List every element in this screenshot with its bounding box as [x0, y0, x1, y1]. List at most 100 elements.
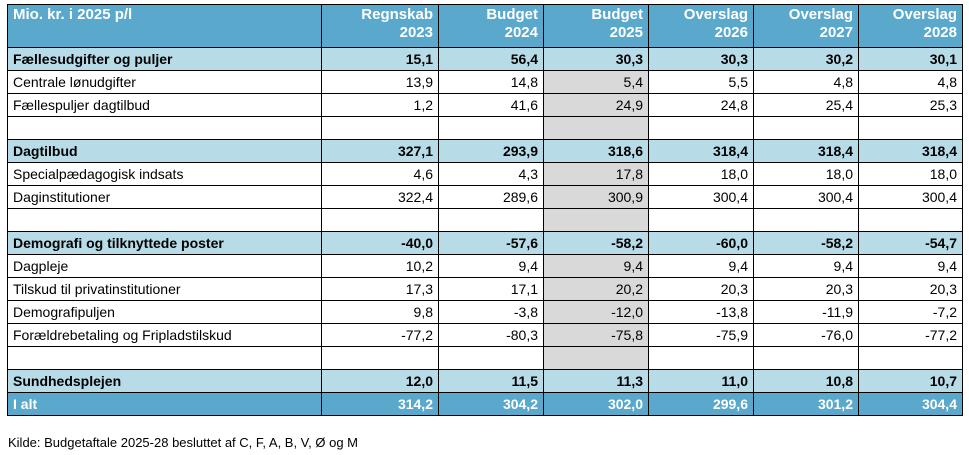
table-cell: 318,6	[543, 139, 649, 163]
table-row: Tilskud til privatinstitutioner 17,3 17,…	[7, 277, 963, 301]
table-cell: -57,6	[438, 231, 544, 255]
table-cell: 9,8	[321, 300, 439, 324]
table-row-section: Demografi og tilknyttede poster -40,0 -5…	[7, 231, 963, 255]
table-cell: 301,2	[753, 392, 859, 416]
table-cell: 1,2	[321, 93, 439, 117]
row-label: Forældrebetaling og Fripladstilskud	[7, 323, 322, 347]
table-cell: 25,3	[858, 93, 963, 117]
row-label: Demografipuljen	[7, 300, 322, 324]
table-cell: 302,0	[543, 392, 649, 416]
table-cell	[753, 346, 859, 370]
budget-table: Mio. kr. i 2025 p/l Regnskab 2023 Budget 2…	[7, 4, 963, 416]
row-label	[7, 116, 322, 140]
row-label: Fællesudgifter og puljer	[7, 47, 322, 71]
table-row-section: Fællesudgifter og puljer 15,1 56,4 30,3 …	[7, 47, 963, 71]
table-cell: 17,1	[438, 277, 544, 301]
table-cell	[753, 208, 859, 232]
table-row: Daginstitutioner 322,4 289,6 300,9 300,4…	[7, 185, 963, 209]
table-cell: 30,2	[753, 47, 859, 71]
table-cell	[648, 346, 754, 370]
table-cell	[858, 346, 963, 370]
table-cell: -77,2	[321, 323, 439, 347]
table-cell: -12,0	[543, 300, 649, 324]
table-row-section: Sundhedsplejen 12,0 11,5 11,3 11,0 10,8 …	[7, 369, 963, 393]
table-cell: 10,2	[321, 254, 439, 278]
table-cell: -58,2	[753, 231, 859, 255]
row-label: Dagtilbud	[7, 139, 322, 163]
table-cell: 304,4	[858, 392, 963, 416]
table-cell: 318,4	[753, 139, 859, 163]
table-cell: 322,4	[321, 185, 439, 209]
table-cell: 299,6	[648, 392, 754, 416]
table-cell: 10,8	[753, 369, 859, 393]
table-cell: 20,3	[858, 277, 963, 301]
table-cell: -77,2	[858, 323, 963, 347]
row-label: Daginstitutioner	[7, 185, 322, 209]
table-cell: 10,7	[858, 369, 963, 393]
header-col-overslag-2027: Overslag 2027	[753, 4, 859, 48]
table-row-total: I alt 314,2 304,2 302,0 299,6 301,2 304,…	[7, 392, 963, 416]
table-cell: 9,4	[648, 254, 754, 278]
table-cell: -7,2	[858, 300, 963, 324]
row-label: Dagpleje	[7, 254, 322, 278]
table-cell: 15,1	[321, 47, 439, 71]
row-label: Specialpædagogisk indsats	[7, 162, 322, 186]
table-cell: 5,4	[543, 70, 649, 94]
table-row-spacer	[7, 116, 963, 140]
table-cell: 30,3	[648, 47, 754, 71]
row-label: Tilskud til privatinstitutioner	[7, 277, 322, 301]
table-cell: 25,4	[753, 93, 859, 117]
header-label: Mio. kr. i 2025 p/l	[7, 4, 322, 48]
table-cell: -3,8	[438, 300, 544, 324]
table-cell: 300,4	[648, 185, 754, 209]
table-cell: -75,9	[648, 323, 754, 347]
table-row: Centrale lønudgifter 13,9 14,8 5,4 5,5 4…	[7, 70, 963, 94]
table-row: Demografipuljen 9,8 -3,8 -12,0 -13,8 -11…	[7, 300, 963, 324]
table-cell: 30,1	[858, 47, 963, 71]
table-cell	[438, 116, 544, 140]
table-cell	[543, 346, 649, 370]
table-cell: 9,4	[753, 254, 859, 278]
table-cell: 18,0	[753, 162, 859, 186]
table-cell	[438, 208, 544, 232]
header-col-budget-2024: Budget 2024	[438, 4, 544, 48]
row-label: Sundhedsplejen	[7, 369, 322, 393]
header-row: Mio. kr. i 2025 p/l Regnskab 2023 Budget 2…	[7, 4, 963, 48]
table-cell: 5,5	[648, 70, 754, 94]
table-cell: 9,4	[543, 254, 649, 278]
table-cell: -11,9	[753, 300, 859, 324]
row-label: Fællespuljer dagtilbud	[7, 93, 322, 117]
table-cell	[321, 208, 439, 232]
table-cell: 4,8	[858, 70, 963, 94]
table-cell: -13,8	[648, 300, 754, 324]
table-row: Fællespuljer dagtilbud 1,2 41,6 24,9 24,…	[7, 93, 963, 117]
table-cell: 18,0	[858, 162, 963, 186]
table-cell: -80,3	[438, 323, 544, 347]
table-cell: 20,3	[753, 277, 859, 301]
table-cell: 4,8	[753, 70, 859, 94]
table-cell: 9,4	[438, 254, 544, 278]
table-cell: 14,8	[438, 70, 544, 94]
table-cell: 300,4	[858, 185, 963, 209]
table-cell: 318,4	[648, 139, 754, 163]
header-col-regnskab-2023: Regnskab 2023	[321, 4, 439, 48]
table-cell: -76,0	[753, 323, 859, 347]
header-col-overslag-2026: Overslag 2026	[648, 4, 754, 48]
table-cell: 4,6	[321, 162, 439, 186]
table-cell: 18,0	[648, 162, 754, 186]
table-cell: 289,6	[438, 185, 544, 209]
table-cell	[858, 116, 963, 140]
table-cell: 9,4	[858, 254, 963, 278]
table-cell: 41,6	[438, 93, 544, 117]
table-cell: 293,9	[438, 139, 544, 163]
table-cell: 24,8	[648, 93, 754, 117]
row-label: I alt	[7, 392, 322, 416]
table-row: Dagpleje 10,2 9,4 9,4 9,4 9,4 9,4	[7, 254, 963, 278]
table-cell: 17,3	[321, 277, 439, 301]
table-cell: 24,9	[543, 93, 649, 117]
table-cell	[321, 116, 439, 140]
table-cell	[543, 116, 649, 140]
table-cell	[753, 116, 859, 140]
table-cell: 13,9	[321, 70, 439, 94]
table-cell	[648, 116, 754, 140]
